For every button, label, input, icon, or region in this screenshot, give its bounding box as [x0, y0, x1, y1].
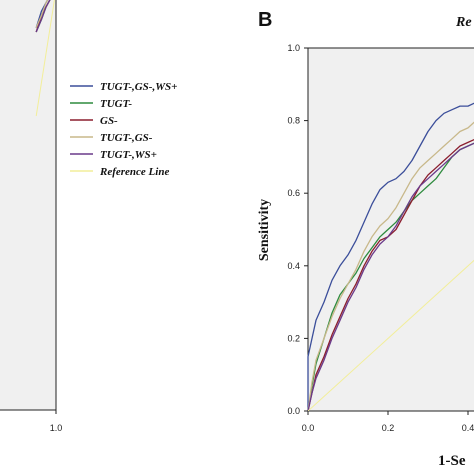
legend-label-tugt-gs: TUGT-,GS-: [100, 132, 153, 144]
legend: TUGT-,GS-,WS+ TUGT- GS- TUGT-,GS- TUGT-,WS+ R…: [70, 81, 177, 178]
panel-a-lines: [35, 0, 55, 117]
panel-b-title: Re: [455, 15, 472, 30]
panel-b-y-tick-label: 0.8: [287, 116, 300, 126]
panel-b-lines: [307, 102, 474, 412]
panel-b-letter: B: [258, 9, 272, 31]
panel-b-y-tick-label: 0.0: [287, 406, 300, 416]
panel-b-y-tick-label: 0.6: [287, 188, 300, 198]
panel-a-plot-area: [0, 0, 57, 411]
panel-b-y-axis-label: Sensitivity: [257, 199, 272, 261]
panel-b-y-tick-label: 1.0: [287, 43, 300, 53]
panel-b-x-axis-label: 1-Se: [438, 453, 466, 469]
legend-label-gs: GS-: [100, 115, 118, 127]
panel-b-plot-area: [307, 47, 474, 412]
panel-b: B Re 0.0 0.2 0.4 0.6 0.8 1.0 0.0 0.2 0.4 Sensiti…: [257, 9, 474, 469]
panel-a-series-tugt-ws: [35, 0, 51, 33]
panel-b-series-tugt-gs-ws: [307, 102, 474, 411]
panel-b-series-gs: [307, 138, 474, 412]
legend-label-tugt: TUGT-: [100, 98, 132, 110]
panel-b-x-tick-label: 0.2: [382, 423, 395, 433]
panel-b-y-tick-label: 0.4: [287, 261, 300, 271]
panel-a-x-tick-label: 1.0: [50, 423, 63, 433]
panel-b-series-tugt-gs: [307, 121, 474, 412]
panel-a-series-tugt-gs: [35, 0, 49, 29]
panel-a: 1.0: [0, 0, 62, 433]
panel-b-series-tugt-ws: [307, 142, 474, 412]
panel-a-series-reference-line: [35, 0, 55, 117]
legend-label-reference-line: Reference Line: [99, 166, 169, 178]
panel-b-ticks: 0.0 0.2 0.4 0.6 0.8 1.0 0.0 0.2 0.4: [287, 43, 474, 433]
panel-a-ticks: 1.0: [50, 410, 63, 433]
legend-label-tugt-gs-ws: TUGT-,GS-,WS+: [100, 81, 177, 93]
legend-label-tugt-ws: TUGT-,WS+: [100, 149, 157, 161]
panel-b-y-tick-label: 0.2: [287, 333, 300, 343]
panel-b-series-reference-line: [307, 259, 474, 412]
panel-b-x-tick-label: 0.0: [302, 423, 315, 433]
panel-b-x-tick-label: 0.4: [462, 423, 474, 433]
